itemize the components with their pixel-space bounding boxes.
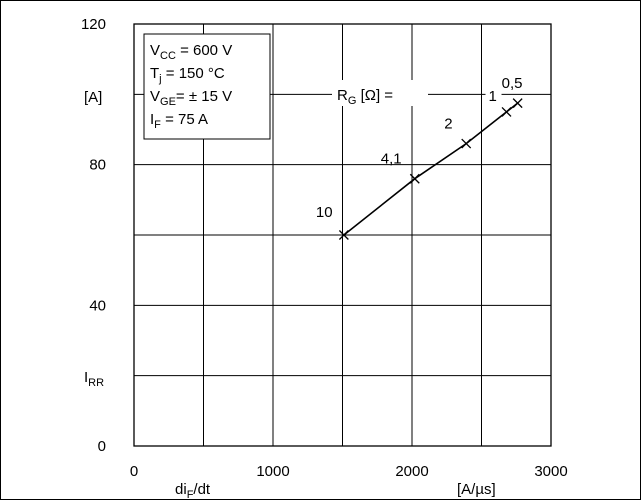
y-tick-label: 80 (89, 157, 106, 174)
y-tick-label: 40 (89, 297, 106, 314)
marker-stroke (409, 173, 420, 184)
param-label: RG [Ω] = (337, 87, 393, 107)
condition-symbol: T (150, 65, 159, 82)
param-label-main: R (337, 87, 348, 104)
x-tick-label: 0 (130, 463, 138, 480)
condition-subscript: F (154, 119, 161, 131)
tick-labels: 0 1000 2000 3000 0 40 80 120 (81, 16, 568, 480)
condition-line: VGE= ± 15 V (150, 88, 232, 108)
y-axis-label-sub: RR (88, 377, 104, 389)
x-tick-label: 3000 (534, 463, 567, 480)
data-label-bg (498, 73, 533, 93)
y-axis-label: IRR (84, 369, 104, 389)
condition-line: IF = 75 A (150, 111, 208, 131)
condition-value: = ± 15 V (176, 88, 232, 105)
conditions-box-frame (143, 33, 271, 140)
x-axis-label-tail: /dt (193, 481, 211, 498)
condition-subscript: CC (160, 50, 176, 62)
marker-stroke (461, 138, 472, 149)
data-label-bg (485, 85, 502, 105)
data-point-label: 0,5 (502, 75, 523, 92)
y-tick-label: 120 (81, 16, 106, 33)
y-axis-label-main: I (84, 369, 88, 386)
condition-line: Tj = 150 °C (150, 65, 225, 85)
x-axis-label-main: di (175, 481, 187, 498)
marker-stroke (338, 230, 349, 240)
x-axis-label-sub: F (187, 489, 194, 500)
param-label-sub: G (348, 95, 357, 107)
param-label-tail: [Ω] = (356, 87, 393, 104)
condition-value: = 150 °C (162, 65, 225, 82)
condition-subscript: GE (160, 96, 176, 108)
condition-symbol: V (150, 42, 160, 59)
marker-stroke (501, 106, 512, 117)
condition-value: = 600 V (176, 42, 232, 59)
data-point-label: 10 (316, 204, 333, 221)
x-tick-label: 2000 (395, 463, 428, 480)
data-point-label: 1 (489, 88, 497, 105)
data-point-marker (501, 106, 512, 117)
data-point-label: 4,1 (381, 151, 402, 168)
condition-symbol: V (150, 88, 160, 105)
series: 10 4,1 2 1 0,5 (316, 73, 533, 240)
marker-stroke (512, 98, 523, 109)
condition-symbol: I (150, 111, 154, 128)
y-tick-label: 0 (98, 438, 106, 455)
plot-frame (133, 23, 552, 447)
condition-line: VCC = 600 V (150, 42, 232, 62)
data-point-marker (512, 98, 523, 109)
x-axis-unit: [A/µs] (457, 481, 496, 498)
param-label-bg (332, 80, 428, 106)
condition-value: = 75 A (161, 111, 208, 128)
x-axis-label: diF/dt (175, 481, 211, 500)
data-point-label: 2 (444, 116, 452, 133)
series-line (343, 102, 519, 236)
data-point-marker (338, 230, 349, 240)
condition-subscript: j (158, 73, 161, 85)
y-axis-unit: [A] (84, 89, 102, 106)
data-point-marker (409, 173, 420, 184)
x-tick-label: 1000 (256, 463, 289, 480)
data-point-marker (461, 138, 472, 149)
